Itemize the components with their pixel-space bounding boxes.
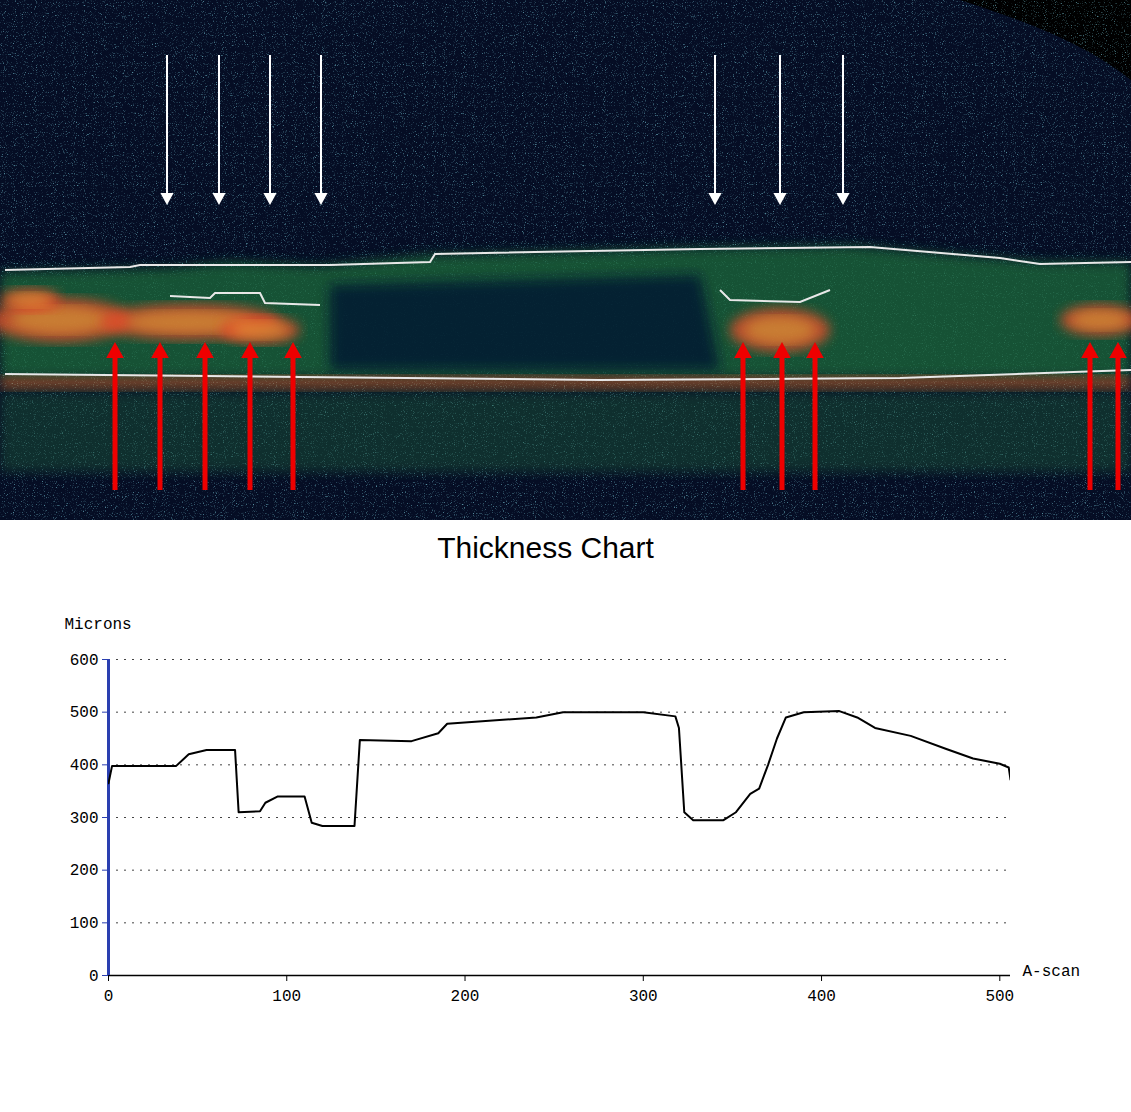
html-text:Thickness Chart: Thickness Chart bbox=[437, 531, 654, 564]
svg-text:100: 100 bbox=[70, 915, 99, 933]
svg-text:500: 500 bbox=[70, 704, 99, 722]
svg-text:600: 600 bbox=[70, 652, 99, 670]
svg-text:100: 100 bbox=[272, 988, 301, 1006]
svg-text:0: 0 bbox=[104, 988, 114, 1006]
svg-text:200: 200 bbox=[70, 862, 99, 880]
svg-text:200: 200 bbox=[451, 988, 480, 1006]
svg-text:400: 400 bbox=[70, 757, 99, 775]
svg-text:Microns: Microns bbox=[65, 616, 132, 634]
svg-text:0: 0 bbox=[89, 968, 99, 986]
svg-text:400: 400 bbox=[807, 988, 836, 1006]
svg-text:300: 300 bbox=[629, 988, 658, 1006]
svg-text:A-scan: A-scan bbox=[1023, 963, 1081, 981]
svg-text:500: 500 bbox=[985, 988, 1014, 1006]
svg-text:300: 300 bbox=[70, 810, 99, 828]
